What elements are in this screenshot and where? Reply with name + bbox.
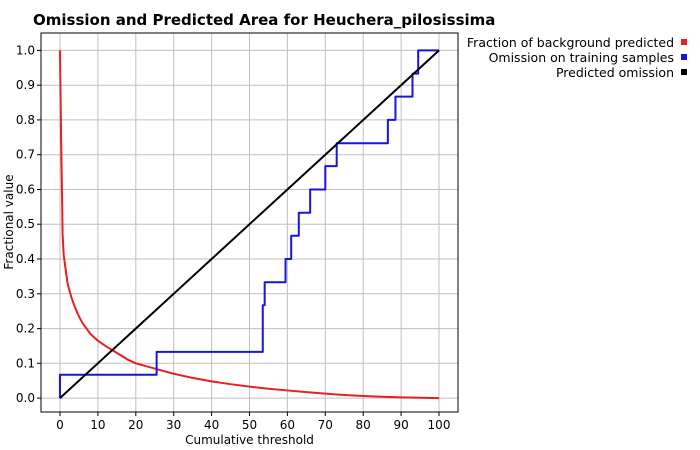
legend-label: Predicted omission	[556, 65, 674, 80]
x-tick-label: 40	[204, 418, 219, 432]
predicted-omission-line	[59, 49, 440, 399]
y-tick-label: 0.3	[16, 287, 35, 301]
x-tick-label: 100	[428, 418, 451, 432]
legend-label: Fraction of background predicted	[467, 35, 674, 50]
y-tick-label: 0.9	[16, 78, 35, 92]
y-tick-label: 0.1	[16, 356, 35, 370]
x-tick-label: 70	[318, 418, 333, 432]
x-tick-label: 30	[166, 418, 181, 432]
y-tick-label: 0.8	[16, 113, 35, 127]
y-tick-label: 0.2	[16, 322, 35, 336]
x-tick-label: 90	[393, 418, 408, 432]
omission-on-training-samples-line	[58, 49, 440, 399]
y-tick-label: 0.7	[16, 148, 35, 162]
y-axis: 0.0 0.1 0.2 0.3 0.4 0.5 0.6 0.7 0.8 0.9 1.0	[16, 43, 41, 405]
y-tick-label: 0.0	[16, 391, 35, 405]
x-tick-label: 0	[56, 418, 64, 432]
x-tick-label: 10	[90, 418, 105, 432]
legend-swatch	[681, 69, 687, 75]
chart-title: Omission and Predicted Area for Heuchera…	[33, 11, 495, 29]
series-layer	[58, 49, 440, 400]
legend-label: Omission on training samples	[489, 50, 674, 65]
legend-swatch	[681, 39, 687, 45]
x-tick-label: 50	[242, 418, 257, 432]
x-tick-label: 20	[128, 418, 143, 432]
x-axis-label: Cumulative threshold	[185, 433, 314, 447]
legend-swatch	[681, 54, 687, 60]
y-tick-label: 0.5	[16, 217, 35, 231]
y-tick-label: 0.4	[16, 252, 35, 266]
y-tick-label: 1.0	[16, 43, 35, 57]
y-axis-label: Fractional value	[2, 174, 16, 269]
plot-border	[40, 32, 459, 413]
y-tick-label: 0.6	[16, 183, 35, 197]
x-tick-label: 60	[280, 418, 295, 432]
x-tick-label: 80	[356, 418, 371, 432]
x-axis: 0 10 20 30 40 50 60 70 80 90 100	[56, 412, 450, 432]
fraction-of-background-predicted-line	[58, 50, 440, 400]
legend: Fraction of background predictedOmission…	[467, 35, 687, 80]
